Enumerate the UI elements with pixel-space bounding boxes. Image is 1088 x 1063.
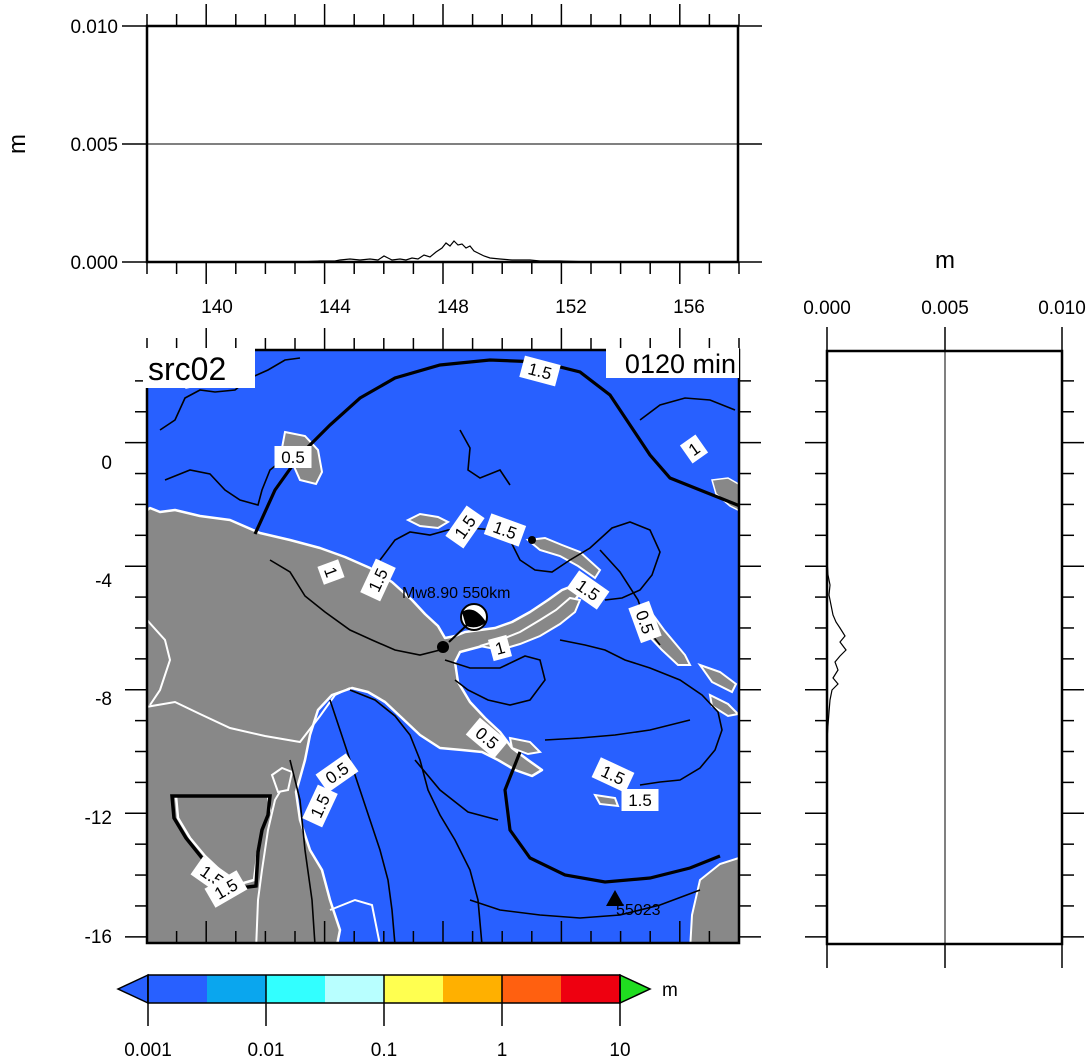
colorbar-segment (148, 975, 208, 1003)
top-y-axis-unit: m (4, 134, 31, 154)
colorbar-unit: m (662, 980, 678, 1001)
colorbar-high-arrow (619, 973, 652, 1005)
colorbar-ticks (147, 975, 621, 1026)
colorbar-tick-label: 0.001 (124, 1040, 172, 1061)
right-x-tick-label: 0.005 (921, 298, 969, 319)
top-profile-panel: 0.010 0.005 0.000 m (4, 4, 762, 284)
colorbar-segment (561, 975, 621, 1003)
lat-tick-label: -16 (85, 927, 112, 948)
contour-labels: 1.50.5 11.5 1.51 1.5 1.50.510.50.51.51.51.51… (190, 355, 709, 908)
lon-tick-label: 156 (673, 297, 705, 318)
colorbar-segment (207, 975, 267, 1003)
right-profile-panel: 0.000 0.005 0.010 m (803, 247, 1086, 968)
lat-tick-label: -12 (85, 808, 112, 829)
right-x-tick-label: 0.000 (803, 298, 851, 319)
colorbar-segment (443, 975, 503, 1003)
land-louisiade (508, 736, 543, 756)
land-manus (405, 512, 451, 530)
colorbar-tick-label: 10 (609, 1040, 630, 1061)
lon-tick-label: 144 (319, 297, 351, 318)
gulf-heavy-contour (170, 794, 272, 890)
colorbar-segment (266, 975, 326, 1003)
lon-tick-label: 152 (555, 297, 587, 318)
colorbar-tick-label: 1 (497, 1040, 508, 1061)
lat-tick-label: 0 (101, 453, 112, 474)
contour-lines (159, 357, 736, 943)
colorbar-segments (148, 975, 621, 1003)
colorbar-tick-label: 0.01 (248, 1040, 285, 1061)
station-marker (606, 890, 624, 906)
colorbar: m 0.001 0.01 0.1 1 10 (116, 973, 678, 1061)
top-profile-curve (147, 240, 738, 263)
lon-tick-label: 148 (437, 297, 469, 318)
top-y-tick-label: 0.010 (70, 17, 118, 38)
lat-tick-label: -8 (95, 689, 112, 710)
epicenter-leader (448, 623, 469, 643)
contour-label: 1 (679, 434, 709, 464)
right-x-tick-label: 0.010 (1038, 298, 1086, 319)
svg-text:0.5: 0.5 (281, 448, 305, 467)
map-panel: Mw8.90 550km 55023 1.50.5 11.5 1.51 1.5 1.50… (125, 328, 761, 945)
land-new-britain (479, 596, 582, 652)
contour-heavy (503, 751, 721, 884)
source-label-box (143, 348, 255, 388)
land-cape (270, 766, 294, 794)
right-panel-ticks (805, 327, 1084, 968)
svg-text:1.5: 1.5 (628, 791, 652, 810)
colorbar-segment (325, 975, 385, 1003)
contour-label: 0.5 (274, 446, 312, 468)
right-x-axis-unit: m (935, 247, 955, 274)
colorbar-tick-label: 0.1 (371, 1040, 397, 1061)
contour-label: 1 (317, 559, 345, 585)
station-label: 55023 (616, 902, 661, 919)
lat-tick-label: -4 (95, 571, 112, 592)
colorbar-segment (502, 975, 562, 1003)
top-y-tick-label: 0.005 (70, 135, 118, 156)
contour-label: 0.5 (628, 600, 662, 644)
land-solomons (697, 663, 738, 694)
time-label-box (606, 348, 739, 378)
land-southeast (689, 856, 739, 943)
epicenter-label: Mw8.90 550km (402, 585, 511, 602)
time-label: 0120 min (625, 349, 736, 379)
land-border (329, 898, 381, 943)
source-label: src02 (148, 351, 226, 387)
land-border (255, 774, 291, 943)
colorbar-low-arrow (116, 973, 149, 1005)
contour-label: 1 (487, 634, 513, 662)
contour-label: 1.5 (621, 789, 659, 811)
land-small-island (593, 793, 620, 808)
lon-tick-label: 140 (201, 297, 233, 318)
land-new-ireland (525, 536, 602, 580)
city-dot (528, 536, 536, 544)
land-border (147, 619, 172, 706)
right-profile-curve (826, 351, 847, 944)
top-y-tick-label: 0.000 (70, 253, 118, 274)
city-dot (437, 641, 449, 653)
top-panel-x-ticks (146, 4, 740, 284)
colorbar-segment (384, 975, 444, 1003)
contour-label: 1.5 (519, 355, 561, 387)
top-panel-y-ticks (122, 25, 762, 263)
